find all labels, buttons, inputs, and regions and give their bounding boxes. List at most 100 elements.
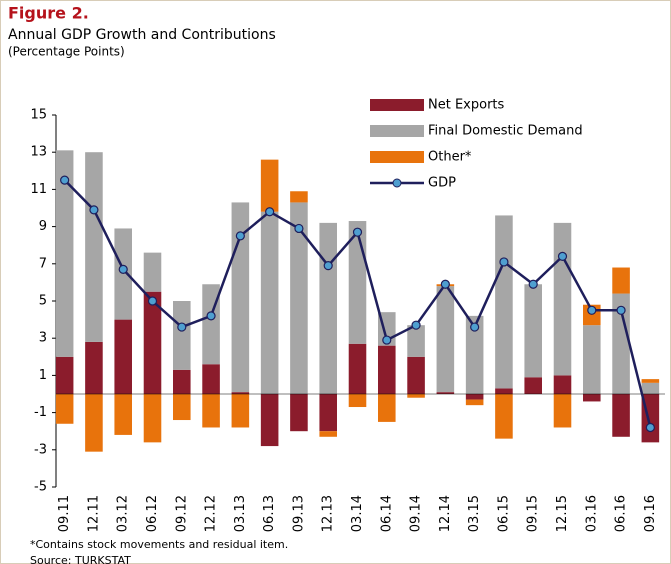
x-tick-label: 12.14	[438, 495, 453, 532]
gdp-marker	[499, 257, 509, 267]
y-tick-label: 15	[30, 108, 47, 123]
chart-title: Annual GDP Growth and Contributions	[8, 27, 276, 43]
bar	[143, 291, 162, 394]
bar	[524, 284, 542, 378]
x-tick-label: 12.12	[204, 495, 219, 532]
x-tick-label: 03.14	[350, 495, 365, 532]
y-tick-label: 3	[39, 331, 47, 346]
gdp-marker	[645, 422, 655, 433]
bar	[290, 191, 308, 203]
bar	[436, 392, 455, 394]
legend-label: Net Exports	[428, 98, 505, 113]
bar	[407, 325, 425, 357]
gdp-marker	[323, 261, 333, 271]
x-tick-label: 06.12	[145, 495, 160, 532]
bar	[553, 394, 572, 428]
bar	[290, 202, 308, 394]
y-tick-label: -1	[34, 405, 47, 420]
bar	[202, 364, 220, 394]
gdp-marker	[294, 223, 304, 234]
gdp-marker	[352, 227, 363, 237]
gdp-marker	[411, 320, 421, 330]
gdp-marker	[118, 264, 128, 274]
y-tick-label: 9	[39, 219, 47, 234]
gdp-marker	[147, 296, 158, 306]
bar	[231, 392, 250, 394]
bar	[260, 159, 279, 212]
gdp-marker	[89, 205, 99, 215]
bar	[378, 345, 396, 394]
x-tick-label: 06.15	[496, 495, 511, 532]
gdp-marker	[265, 207, 275, 217]
bar	[85, 152, 103, 342]
bar	[173, 301, 191, 370]
bar	[55, 150, 74, 357]
bar	[85, 341, 103, 394]
bar	[495, 215, 513, 389]
bar	[553, 222, 572, 376]
legend-swatch	[370, 99, 424, 111]
gdp-marker	[528, 279, 538, 289]
bar	[319, 222, 337, 394]
bar	[173, 394, 191, 421]
bar	[465, 394, 484, 400]
x-tick-label: 09.12	[174, 495, 189, 532]
bar	[114, 319, 132, 394]
x-tick-label: 12.13	[321, 495, 336, 532]
bar	[378, 394, 396, 422]
y-tick-label: -5	[34, 480, 47, 495]
gdp-marker	[206, 311, 216, 321]
bar	[348, 343, 367, 394]
bar	[260, 211, 279, 394]
bar	[465, 399, 484, 406]
x-tick-label: 09.13	[291, 495, 306, 532]
bar	[612, 293, 630, 394]
bar	[495, 388, 513, 394]
y-tick-label: 7	[39, 256, 47, 271]
gdp-marker	[60, 175, 70, 185]
bar	[260, 394, 279, 447]
bar	[524, 377, 542, 394]
gdp-marker	[616, 305, 626, 315]
x-tick-label: 12.11	[86, 495, 101, 532]
x-tick-label: 03.15	[467, 495, 482, 532]
gdp-marker	[557, 251, 568, 261]
y-tick-label: 1	[39, 368, 47, 383]
x-tick-label: 03.13	[233, 495, 248, 532]
x-tick-label: 03.12	[116, 495, 131, 532]
legend-label: Final Domestic Demand	[428, 124, 583, 139]
figure-label: Figure 2.	[8, 4, 89, 23]
bar	[290, 394, 308, 432]
bar	[231, 394, 250, 428]
chart-subtitle: (Percentage Points)	[8, 45, 125, 59]
bar	[583, 325, 601, 394]
bar	[319, 394, 337, 432]
x-tick-label: 06.14	[379, 495, 394, 532]
bar	[348, 394, 367, 408]
bar	[495, 394, 513, 439]
gdp-marker	[382, 335, 392, 345]
bar	[173, 369, 191, 394]
bar	[55, 356, 74, 394]
bar	[583, 394, 601, 402]
bar	[319, 431, 337, 437]
bar	[641, 382, 660, 394]
y-tick-label: 11	[30, 182, 47, 197]
bar	[114, 228, 132, 320]
gdp-marker	[235, 231, 245, 241]
bar	[55, 394, 74, 424]
x-tick-label: 12.15	[555, 495, 570, 532]
footnote: *Contains stock movements and residual i…	[30, 538, 288, 551]
bar	[407, 356, 425, 394]
x-tick-label: 09.16	[643, 495, 658, 532]
legend-label: Other*	[428, 150, 472, 165]
legend-marker	[392, 178, 402, 188]
bar	[612, 267, 630, 294]
legend-swatch	[370, 125, 424, 137]
x-tick-label: 03.16	[584, 495, 599, 532]
x-tick-label: 09.11	[57, 495, 72, 532]
gdp-marker	[177, 322, 187, 332]
y-tick-label: -3	[34, 442, 47, 457]
y-tick-label: 5	[39, 294, 47, 309]
